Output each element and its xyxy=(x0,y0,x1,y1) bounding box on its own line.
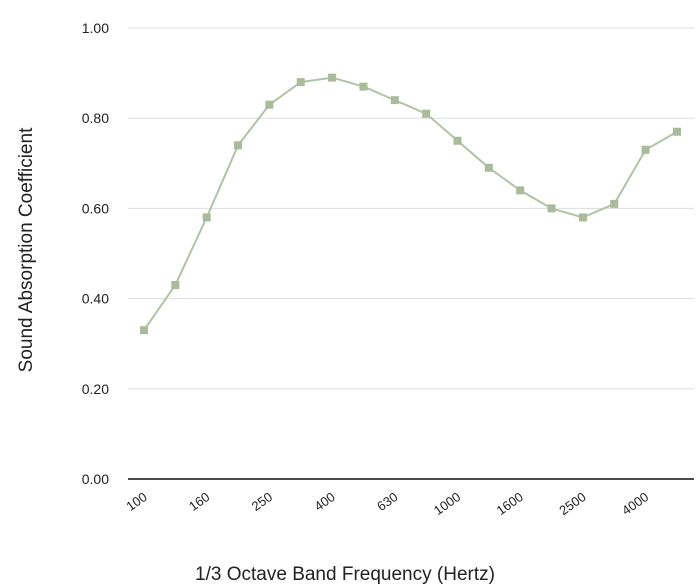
data-point xyxy=(422,109,431,118)
data-point xyxy=(202,213,211,222)
y-tick-label: 0.80 xyxy=(82,110,109,126)
y-tick-labels: 0.00 0.20 0.40 0.60 0.80 1.00 xyxy=(82,20,109,487)
x-tick-label: 160 xyxy=(186,489,212,514)
data-points xyxy=(140,73,681,335)
x-tick-label: 1600 xyxy=(494,489,526,518)
data-point xyxy=(641,145,650,154)
data-point xyxy=(610,199,619,208)
y-axis-label: Sound Absorption Coefficient xyxy=(16,127,37,372)
grid-lines xyxy=(128,27,694,390)
data-point xyxy=(359,82,368,91)
x-tick-label: 1000 xyxy=(431,489,463,518)
data-point xyxy=(484,163,493,172)
x-tick-label: 250 xyxy=(249,489,275,514)
data-point xyxy=(328,73,337,82)
series-line xyxy=(143,76,678,331)
x-tick-label: 630 xyxy=(374,489,400,514)
data-point xyxy=(265,100,274,109)
data-point xyxy=(578,213,587,222)
data-point xyxy=(140,326,148,335)
y-tick-label: 1.00 xyxy=(82,20,109,36)
data-point xyxy=(234,141,243,150)
x-tick-label: 100 xyxy=(123,489,149,514)
data-point xyxy=(672,127,681,136)
data-point xyxy=(296,78,305,87)
x-tick-labels: 100 160 250 400 630 1000 1600 2500 4000 xyxy=(123,489,651,518)
y-tick-label: 0.60 xyxy=(82,200,109,216)
data-point xyxy=(171,281,180,290)
data-point xyxy=(516,186,525,195)
y-tick-label: 0.20 xyxy=(82,381,109,397)
x-axis-label: 1/3 Octave Band Frequency (Hertz) xyxy=(195,564,495,585)
y-tick-label: 0.40 xyxy=(82,291,109,307)
x-tick-label: 400 xyxy=(311,489,337,514)
data-point xyxy=(453,136,462,145)
x-tick-label: 4000 xyxy=(619,489,651,518)
data-point xyxy=(390,96,399,105)
y-tick-label: 0.00 xyxy=(82,471,109,487)
data-point xyxy=(547,204,556,213)
x-tick-label: 2500 xyxy=(556,489,588,518)
